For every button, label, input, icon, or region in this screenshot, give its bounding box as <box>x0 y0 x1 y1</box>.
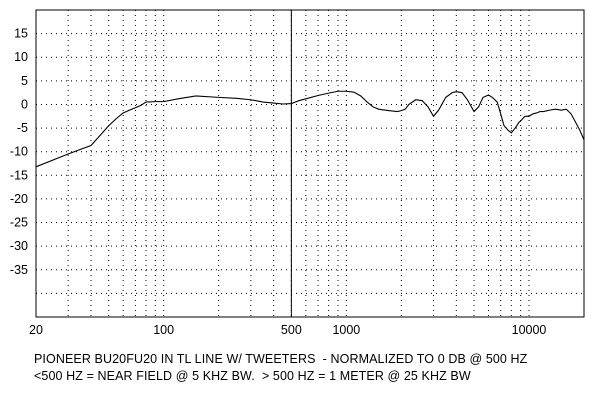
y-tick-label: -25 <box>10 216 28 230</box>
y-tick-label: -30 <box>10 239 28 253</box>
y-tick-label: 15 <box>14 27 28 41</box>
y-tick-label: -10 <box>10 145 28 159</box>
x-tick-label: 20 <box>29 323 43 337</box>
y-tick-label: -5 <box>17 121 28 135</box>
x-tick-label: 1000 <box>332 323 360 337</box>
y-tick-label: 10 <box>14 50 28 64</box>
y-tick-label: 0 <box>21 97 28 111</box>
caption-line-2: <500 HZ = NEAR FIELD @ 5 KHZ BW. > 500 H… <box>34 369 471 383</box>
x-tick-label: 10000 <box>512 323 547 337</box>
y-tick-label: -35 <box>10 263 28 277</box>
y-axis-ticks: 15 10 5 0 -5 -10 -15 -20 -25 -30 -35 <box>10 27 28 277</box>
x-tick-label: 100 <box>153 323 174 337</box>
y-tick-label: -15 <box>10 168 28 182</box>
caption-line-1: PIONEER BU20FU20 IN TL LINE W/ TWEETERS … <box>34 352 528 366</box>
response-curve <box>35 90 585 168</box>
x-tick-label: 500 <box>281 323 302 337</box>
grid-lines <box>36 10 584 317</box>
y-tick-label: 5 <box>21 74 28 88</box>
plot-frame <box>35 9 585 318</box>
y-tick-label: -20 <box>10 192 28 206</box>
x-axis-ticks: 20 100 500 1000 10000 <box>29 323 546 337</box>
